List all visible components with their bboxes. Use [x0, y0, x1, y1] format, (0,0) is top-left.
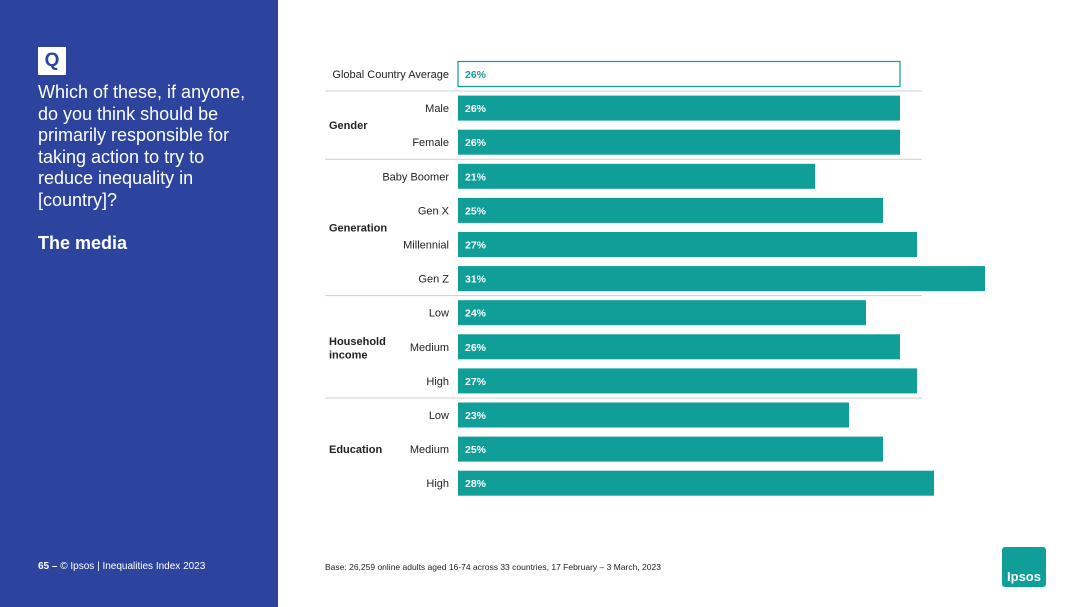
value-label-generation-gen-x: 25%	[465, 205, 487, 217]
bar-gender-female	[458, 129, 900, 155]
value-label-global-average: 26%	[465, 69, 487, 81]
ipsos-logo: Ipsos	[1002, 547, 1046, 587]
value-label-household-income-high: 27%	[465, 376, 487, 388]
value-label-household-income-low: 24%	[465, 308, 487, 320]
value-label-gender-female: 26%	[465, 137, 487, 149]
bar-generation-gen-z	[458, 266, 985, 292]
row-label-global-average: Global Country Average	[332, 69, 449, 81]
value-label-generation-baby-boomer: 21%	[465, 171, 487, 183]
bar-generation-millennial	[458, 232, 917, 257]
answer-option: The media	[38, 233, 128, 253]
row-label-generation-millennial: Millennial	[403, 240, 449, 252]
group-label-education: Education	[329, 444, 382, 456]
value-label-education-high: 28%	[465, 478, 487, 490]
bar-household-income-high	[458, 368, 917, 394]
value-label-generation-gen-z: 31%	[465, 274, 487, 286]
row-label-gender-female: Female	[412, 137, 449, 149]
logo-text: Ipsos	[1007, 569, 1041, 584]
row-label-education-high: High	[426, 478, 449, 490]
bar-generation-baby-boomer	[458, 163, 815, 189]
page-number: 65 –	[38, 561, 58, 572]
group-label-generation: Generation	[329, 222, 387, 234]
bar-education-low	[458, 402, 849, 428]
sidebar-panel: Q Which of these, if anyone, do you thin…	[0, 0, 278, 607]
bar-household-income-low	[458, 300, 866, 326]
value-label-gender-male: 26%	[465, 103, 487, 115]
value-label-education-medium: 25%	[465, 444, 487, 456]
group-label-gender: Gender	[329, 120, 368, 132]
value-label-household-income-medium: 26%	[465, 342, 487, 354]
row-label-generation-gen-x: Gen X	[418, 205, 450, 217]
bar-global-average	[457, 60, 901, 88]
copyright-text: © Ipsos | Inequalities Index 2023	[60, 561, 206, 572]
row-label-generation-baby-boomer: Baby Boomer	[382, 171, 449, 183]
footer: 65 – © Ipsos | Inequalities Index 2023	[38, 561, 205, 572]
bar-household-income-medium	[458, 334, 900, 360]
question-text: Which of these, if anyone, do you think …	[38, 82, 246, 210]
bar-education-medium	[458, 436, 883, 462]
bar-generation-gen-x	[458, 197, 883, 223]
bar-gender-male	[458, 95, 900, 121]
bar-education-high	[458, 470, 934, 496]
base-note: Base: 26,259 online adults aged 16-74 ac…	[325, 562, 661, 572]
row-label-gender-male: Male	[425, 103, 449, 115]
group-label-household-income: Household income	[329, 336, 386, 362]
row-label-generation-gen-z: Gen Z	[418, 274, 449, 286]
value-label-generation-millennial: 27%	[465, 240, 487, 252]
row-label-education-low: Low	[429, 410, 449, 422]
row-label-household-income-medium: Medium	[410, 342, 449, 354]
value-label-education-low: 23%	[465, 410, 487, 422]
row-label-household-income-low: Low	[429, 308, 449, 320]
row-label-household-income-high: High	[426, 376, 449, 388]
row-label-education-medium: Medium	[410, 444, 449, 456]
question-badge: Q	[38, 47, 66, 75]
